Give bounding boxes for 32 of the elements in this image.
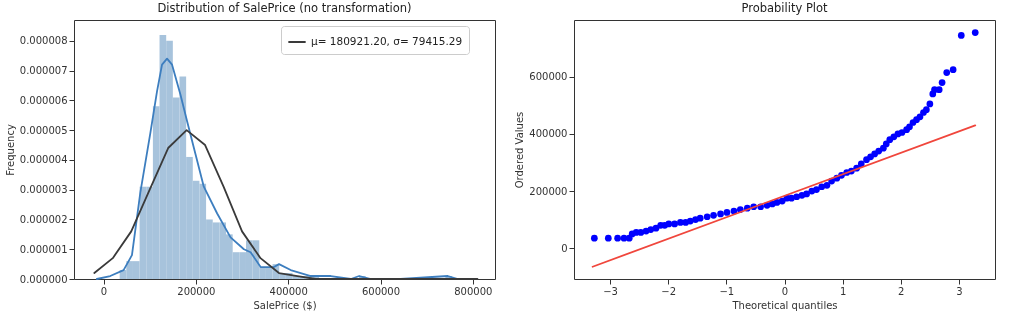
x-tick-label: 400000: [269, 285, 308, 297]
y-tick-label: 0.000004: [19, 154, 68, 166]
y-tick-label: 0: [561, 242, 568, 254]
x-axis-title: SalePrice ($): [253, 299, 317, 311]
x-tick-label: 0: [781, 285, 789, 297]
chart-title: Distribution of SalePrice (no transformation): [157, 0, 412, 15]
legend-label: μ= 180921.20, σ= 79415.29: [311, 35, 463, 47]
y-tick-label: 0.000005: [19, 124, 68, 136]
x-tick-label: 800000: [454, 285, 493, 297]
y-tick-label: 0.000006: [19, 94, 68, 106]
x-tick-label: 0: [100, 285, 108, 297]
chart-title: Probability Plot: [741, 0, 829, 15]
x-tick-label: −3: [603, 285, 618, 297]
y-tick-label: 600000: [529, 71, 568, 83]
x-tick-label: 200000: [177, 285, 216, 297]
y-tick-label: 0.000002: [19, 213, 68, 225]
x-tick-label: 600000: [361, 285, 401, 297]
x-tick-label: 2: [898, 285, 905, 297]
y-tick-label: 400000: [529, 128, 568, 140]
x-tick-label: −2: [661, 285, 677, 297]
y-tick-label: 0.000000: [19, 273, 68, 285]
y-axis-title: Ordered Values: [514, 111, 526, 189]
x-tick-label: −1: [719, 285, 735, 297]
y-tick-label: 0.000007: [19, 65, 68, 77]
y-tick-label: 200000: [529, 185, 568, 197]
y-tick-label: 0.000008: [19, 35, 68, 47]
x-tick-label: 3: [956, 285, 963, 297]
x-axis-title: Theoretical quantiles: [731, 299, 838, 311]
y-axis-title: Frequency: [4, 124, 16, 176]
y-tick-label: 0.000003: [19, 184, 68, 196]
x-tick-label: 1: [839, 285, 847, 297]
y-tick-label: 0.000001: [19, 243, 68, 255]
